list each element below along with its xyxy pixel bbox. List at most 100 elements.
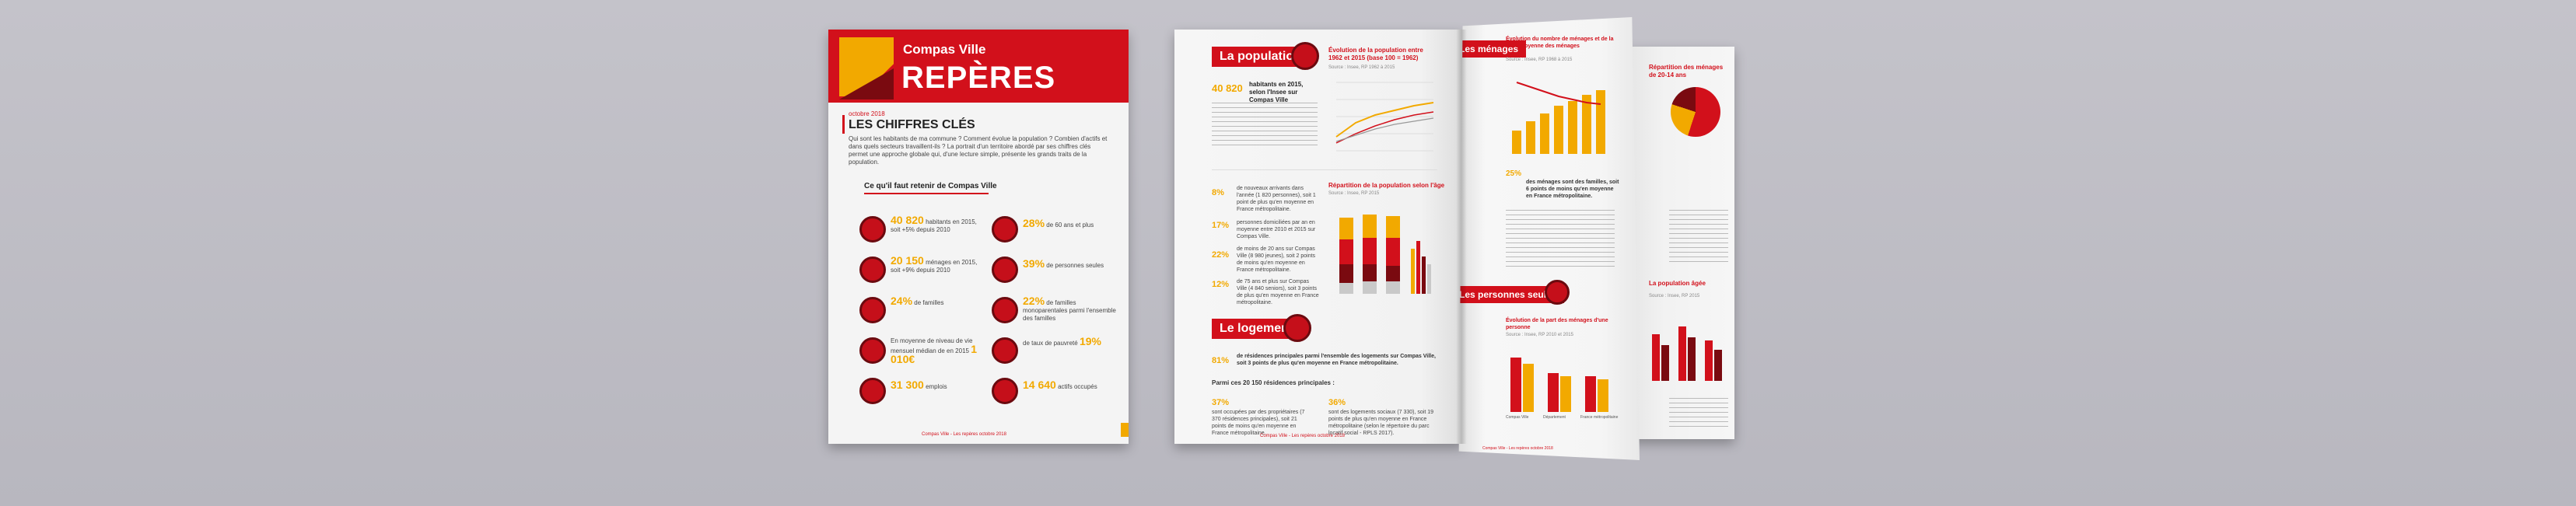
seules-chart-title: Évolution de la part des ménages d'une p… [1506,318,1608,330]
seules-bar [1585,376,1596,412]
cover-intro: Qui sont les habitants de ma commune ? C… [849,135,1108,166]
back-title-2: La population âgée [1649,280,1706,287]
population-headline-text: habitants en 2015, selon l'Insee sur Com… [1249,81,1304,103]
menages-bar [1540,113,1549,154]
back-text-block [1669,210,1728,264]
person-alone-icon [992,256,1018,283]
cover-brand: Compas Ville [903,42,986,57]
age-chart-title: Répartition de la population selon l'âge [1328,182,1445,189]
senior-icon [992,216,1018,243]
back-bar-chart [1652,326,1722,381]
worker-icon [992,378,1018,404]
logement-right-value: 36% [1328,398,1346,407]
menages-text-block [1506,210,1615,269]
spine-shadow [1456,30,1467,444]
seules-bar [1598,379,1608,412]
briefcase-icon [859,378,886,404]
pop-stat-3-value: 12% [1212,280,1230,289]
seules-title: Les personnes seules [1458,286,1565,303]
pop-stat-0-value: 8% [1212,188,1224,197]
stat-left-4: 31 300 emplois [891,379,947,391]
people-icon [859,216,886,243]
euro-icon [859,337,886,364]
menages-source: Source : Insee, RP 1968 à 2015 [1506,58,1573,62]
seules-cat-1: Département [1543,415,1566,420]
seules-bar-chart [1510,358,1608,412]
cover-section-underline [864,193,989,194]
cover-footer: Compas Ville - Les repères octobre 2018 [922,432,1006,437]
back-title-1: Répartition des ménages de 20-14 ans [1649,64,1724,79]
population-series-line [1335,102,1434,138]
logement-stat-text: de résidences principales parmi l'ensemb… [1237,354,1436,366]
back-text-block-2 [1669,398,1728,429]
family-icon [859,297,886,323]
cover-page: Compas Ville REPÈRES octobre 2018 LES CH… [828,30,1129,444]
menages-stat-value: 25% [1506,169,1522,178]
stat-right-0: 28% de 60 ans et plus [1023,217,1094,229]
stat-right-3: de taux de pauvreté 19% [1023,335,1101,347]
cover-date: octobre 2018 [849,110,885,117]
departement-series-line [1335,111,1434,144]
logement-sub: Parmi ces 20 150 résidences principales … [1212,379,1335,386]
stat-right-4: 14 640 actifs occupés [1023,379,1097,391]
stat-left-0: 40 820 habitants en 2015, soit +5% depui… [891,214,977,233]
pop-stat-2-text: de moins de 20 ans sur Compas Ville (8 9… [1237,246,1316,273]
stat-right-1: 39% de personnes seules [1023,257,1104,270]
menages-bar [1582,95,1591,154]
age-stack-1 [1339,218,1353,294]
seules-source: Source : Insee, RP 2010 et 2015 [1506,333,1573,337]
population-chart-title: Évolution de la population entre 1962 et… [1328,47,1423,61]
seules-bar [1548,373,1559,412]
spread-left-page: La population 40 820 habitants en 2015, … [1174,30,1464,444]
poverty-icon [992,337,1018,364]
population-badge-icon [1291,42,1319,70]
back-source: Source : Insee, RP 2015 [1649,294,1700,298]
back-bar [1678,326,1686,381]
back-pie-chart [1671,87,1720,137]
seules-bar [1560,376,1571,412]
menages-chart-title: Évolution du nombre de ménages et de la … [1506,37,1614,49]
cover-corner-mark [1121,423,1129,437]
population-divider [1212,169,1437,170]
population-headline-value: 40 820 [1212,82,1243,94]
menages-bar [1526,121,1535,154]
stat-left-3: En moyenne de niveau de vie mensuel médi… [891,337,977,365]
back-bar [1705,340,1713,381]
pop-stat-0-text: de nouveaux arrivants dans l'année (1 82… [1237,186,1316,212]
stat-left-2: 24% de familles [891,295,944,307]
menages-bar [1596,90,1605,154]
seules-bar [1523,364,1534,412]
age-stacked-chart [1339,215,1431,294]
seules-cat-0: Compas Ville [1506,415,1529,420]
spread-left-footer: Compas Ville - Les repères octobre 2018 [1260,434,1345,438]
age-mini-bars [1411,241,1431,294]
pop-stat-1-text: personnes domiciliées par an en moyenne … [1237,220,1316,239]
age-stack-2 [1363,215,1377,294]
menages-bar-chart [1512,82,1605,154]
curling-page: Les ménages Évolution du nombre de ménag… [1458,17,1640,460]
menages-bar [1512,131,1521,154]
back-bar [1661,345,1669,381]
seules-cat-2: France métropolitaine [1580,415,1619,420]
single-parent-icon [992,297,1018,323]
logement-badge-icon [1283,314,1311,342]
house-icon [859,256,886,283]
population-chart-source: Source : Insee, RP 1962 à 2015 [1328,65,1395,70]
menages-title: Les ménages [1458,40,1527,58]
pop-stat-1-value: 17% [1212,221,1230,230]
france-series-line [1335,117,1434,142]
pop-stat-2-value: 22% [1212,250,1230,260]
logement-right-text: sont des logements sociaux (7 330), soit… [1328,410,1434,436]
back-bar [1688,337,1696,381]
seules-badge-icon [1545,280,1570,305]
age-stack-3 [1386,216,1400,294]
population-line-chart [1335,82,1434,152]
menages-stat-text: des ménages sont des familles, soit 6 po… [1526,180,1619,199]
back-bar [1714,350,1722,381]
cover-title: REPÈRES [901,61,1056,95]
menages-bar [1554,106,1563,154]
age-chart-source: Source : Insee, RP 2015 [1328,191,1380,196]
seules-bar [1510,358,1521,412]
menages-size-line [1516,82,1601,105]
